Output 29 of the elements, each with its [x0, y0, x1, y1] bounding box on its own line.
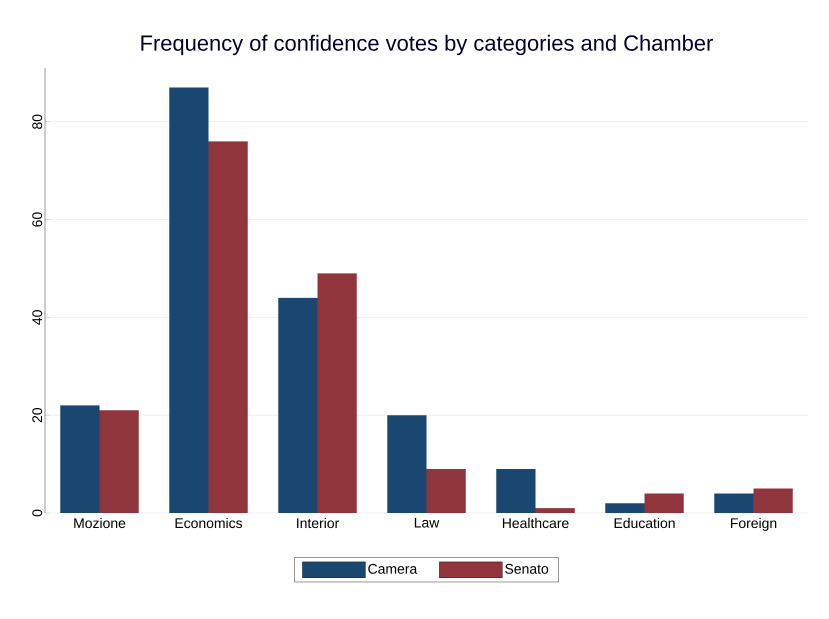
bar	[536, 508, 575, 513]
bar	[605, 503, 645, 513]
y-tick-label: 20	[32, 408, 42, 422]
y-tick-label: 40	[32, 310, 42, 325]
bar	[387, 415, 427, 513]
x-tick-label: Education	[614, 518, 675, 528]
legend-label: Senato	[505, 564, 548, 574]
x-tick-label: Foreign	[731, 518, 776, 531]
bar	[754, 488, 793, 513]
bar	[169, 88, 209, 513]
bar	[644, 493, 684, 513]
bar	[714, 493, 754, 513]
chart-title: Frequency of confidence votes by categories and Chamber	[141, 34, 713, 56]
y-tick-label: 0	[32, 510, 42, 516]
bar	[426, 468, 466, 513]
bar	[60, 405, 100, 513]
legend-label: Camera	[368, 564, 418, 574]
x-tick-label: Law	[414, 518, 440, 528]
x-tick-label: Interior	[297, 518, 339, 528]
x-tick-label: Economics	[176, 518, 242, 528]
bar	[100, 410, 139, 513]
x-tick-label: Healthcare	[502, 518, 569, 528]
bar	[318, 273, 357, 513]
bar	[278, 298, 318, 513]
y-tick-label: 80	[32, 114, 42, 129]
bar	[208, 141, 248, 513]
y-tick-label: 60	[32, 212, 42, 227]
x-tick-label: Mozione	[74, 518, 126, 528]
bar	[496, 468, 536, 513]
